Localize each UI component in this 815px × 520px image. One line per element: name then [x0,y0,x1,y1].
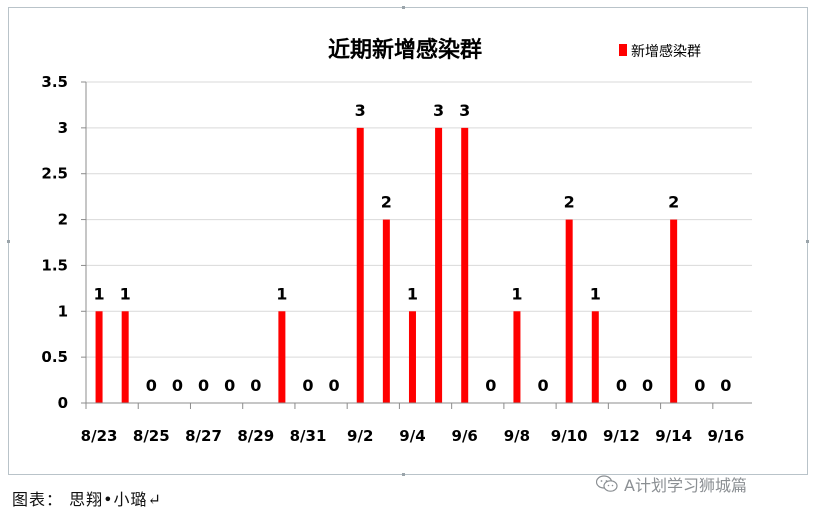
x-tick-label: 8/29 [237,427,274,445]
data-label: 0 [537,376,548,395]
bar [591,311,599,403]
x-tick-label: 9/4 [399,427,425,445]
bar [513,311,521,403]
axes: 0 0.5 1 1.5 2 2.5 3 3.5 8/23 8/25 8/27 8/29 8/31 9/2 9… [41,73,752,445]
y-tick-label: 0.5 [41,348,68,366]
data-label: 0 [694,376,705,395]
x-tick-label: 9/2 [347,427,373,445]
bar [278,311,286,403]
y-tick-label: 2.5 [41,165,68,183]
chart-title: 近期新增感染群 [328,37,482,63]
data-label: 1 [590,284,601,303]
x-tick-label: 9/8 [504,427,530,445]
y-tick-label: 2 [58,211,68,229]
legend-swatch [619,44,627,56]
data-label: 0 [720,376,731,395]
figure-caption: 图表： 思翔•小璐↵ [12,490,162,509]
data-label: 2 [668,193,679,212]
y-tick-label: 3.5 [41,73,68,91]
data-label: 3 [433,101,444,120]
data-label: 3 [355,101,366,120]
watermark: A计划学习狮城篇 [596,472,747,496]
x-tick-label: 8/27 [185,427,222,445]
data-label: 0 [329,376,340,395]
bars [95,127,678,403]
watermark-text: A计划学习狮城篇 [624,476,747,495]
data-label: 0 [224,376,235,395]
bar [121,311,129,403]
data-label: 0 [616,376,627,395]
x-tick-label: 9/16 [707,427,744,445]
bar [435,127,443,403]
bar [461,127,469,403]
x-tick-label: 9/6 [452,427,478,445]
y-tick-label: 1.5 [41,256,68,274]
data-label: 1 [407,284,418,303]
y-tick-label: 0 [58,394,68,412]
data-label: 1 [511,284,522,303]
data-label: 1 [120,284,131,303]
data-label: 0 [485,376,496,395]
bar [670,219,678,403]
legend-label: 新增感染群 [631,43,701,60]
resize-handle-right[interactable] [806,240,809,243]
x-tick-label: 8/31 [290,427,327,445]
x-tick-label: 9/10 [551,427,588,445]
data-label: 0 [146,376,157,395]
resize-handle-bottom[interactable] [402,473,405,476]
bar [565,219,573,403]
bar [382,219,390,403]
gridlines [86,81,752,358]
x-tick-label: 8/23 [81,427,118,445]
resize-handle-left[interactable] [7,240,10,243]
x-tick-label: 8/25 [133,427,170,445]
data-label: 0 [250,376,261,395]
data-label: 0 [302,376,313,395]
resize-handle-top[interactable] [402,6,405,9]
bar-chart: 近期新增感染群 新增感染群 0 0.5 1 1.5 2 2.5 3 3.5 8/23 8/25 8/… [41,37,752,445]
bar [408,311,416,403]
wechat-icon [596,475,618,492]
data-label: 1 [93,284,104,303]
x-tick-label: 9/12 [603,427,640,445]
bar [356,127,364,403]
data-label: 0 [172,376,183,395]
y-tick-label: 1 [58,302,68,320]
data-label: 2 [564,193,575,212]
y-tick-label: 3 [58,119,68,137]
data-label: 3 [459,101,470,120]
data-label: 1 [276,284,287,303]
data-label: 2 [381,193,392,212]
data-label: 0 [642,376,653,395]
bar [95,311,103,403]
data-label: 0 [198,376,209,395]
x-tick-label: 9/14 [655,427,692,445]
